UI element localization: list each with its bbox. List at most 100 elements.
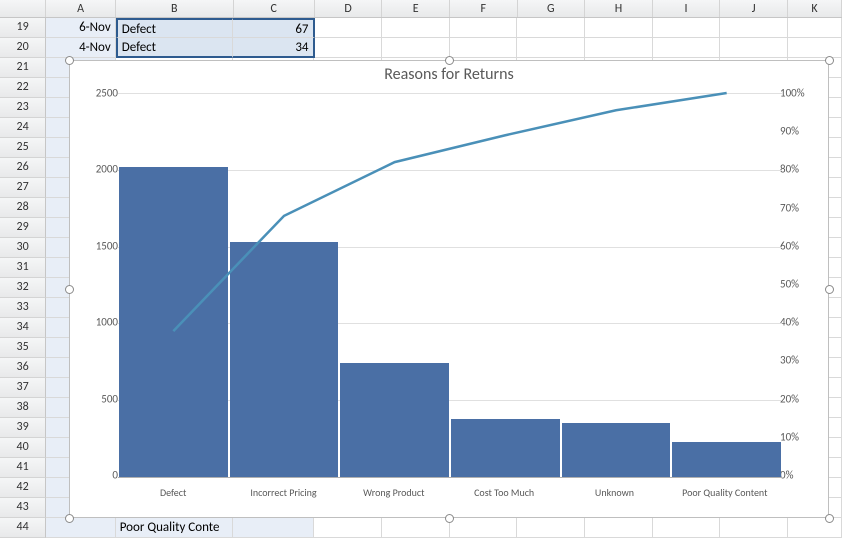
chart-resize-handle[interactable] bbox=[825, 285, 834, 294]
chart-title[interactable]: Reasons for Returns bbox=[70, 65, 828, 84]
row-header-21[interactable]: 21 bbox=[0, 58, 46, 78]
col-header-H[interactable]: H bbox=[585, 0, 653, 17]
plot-area bbox=[118, 93, 782, 477]
row-header-43[interactable]: 43 bbox=[0, 498, 46, 518]
col-header-D[interactable]: D bbox=[315, 0, 383, 17]
cell-E44[interactable] bbox=[382, 518, 450, 538]
x-label: Poor Quality Content bbox=[670, 486, 780, 499]
cell-D19[interactable] bbox=[315, 18, 383, 38]
cell-D20[interactable] bbox=[315, 38, 383, 58]
col-header-K[interactable]: K bbox=[788, 0, 842, 17]
cell-A44[interactable] bbox=[46, 518, 116, 538]
row-header-41[interactable]: 41 bbox=[0, 458, 46, 478]
row-header-19[interactable]: 19 bbox=[0, 18, 46, 38]
cell-A20[interactable]: 4-Nov bbox=[46, 38, 116, 58]
cell-I20[interactable] bbox=[653, 38, 721, 58]
y-right-tick: 90% bbox=[780, 125, 824, 138]
cell-E19[interactable] bbox=[382, 18, 450, 38]
cell-H20[interactable] bbox=[585, 38, 653, 58]
cell-C20[interactable]: 34 bbox=[233, 38, 314, 58]
chart-resize-handle[interactable] bbox=[65, 514, 74, 523]
cell-C44[interactable] bbox=[233, 518, 314, 538]
row-header-27[interactable]: 27 bbox=[0, 178, 46, 198]
cell-J44[interactable] bbox=[720, 518, 788, 538]
cell-H44[interactable] bbox=[585, 518, 653, 538]
chart-object[interactable]: Reasons for Returns 0 500 1000 1500 2000 2500… bbox=[69, 60, 829, 518]
y-left-tick: 1500 bbox=[74, 239, 118, 252]
cell-J19[interactable] bbox=[720, 18, 788, 38]
col-header-I[interactable]: I bbox=[653, 0, 721, 17]
y-right-tick: 10% bbox=[780, 430, 824, 443]
chart-resize-handle[interactable] bbox=[65, 285, 74, 294]
chart-resize-handle[interactable] bbox=[65, 56, 74, 65]
y-right-tick: 50% bbox=[780, 278, 824, 291]
cell-A19[interactable]: 6-Nov bbox=[46, 18, 116, 38]
row-header-42[interactable]: 42 bbox=[0, 478, 46, 498]
row-header-28[interactable]: 28 bbox=[0, 198, 46, 218]
y-right-tick: 40% bbox=[780, 316, 824, 329]
row-header-40[interactable]: 40 bbox=[0, 438, 46, 458]
y-left-tick: 1000 bbox=[74, 316, 118, 329]
row-header-24[interactable]: 24 bbox=[0, 118, 46, 138]
chart-resize-handle[interactable] bbox=[445, 56, 454, 65]
y-right-tick: 60% bbox=[780, 239, 824, 252]
row-header-38[interactable]: 38 bbox=[0, 398, 46, 418]
cell-J20[interactable] bbox=[720, 38, 788, 58]
row-header-39[interactable]: 39 bbox=[0, 418, 46, 438]
row-header-31[interactable]: 31 bbox=[0, 258, 46, 278]
cell-K19[interactable] bbox=[788, 18, 842, 38]
cell-K20[interactable] bbox=[788, 38, 842, 58]
row-header-26[interactable]: 26 bbox=[0, 158, 46, 178]
y-axis-right: 0%10%20%30%40%50%60%70%80%90%100% bbox=[780, 93, 824, 475]
pareto-line bbox=[118, 93, 782, 477]
cell-B20[interactable]: Defect bbox=[116, 38, 234, 58]
x-label: Incorrect Pricing bbox=[228, 486, 338, 499]
col-header-A[interactable]: A bbox=[46, 0, 116, 17]
row-header-30[interactable]: 30 bbox=[0, 238, 46, 258]
col-header-F[interactable]: F bbox=[450, 0, 518, 17]
row-header-29[interactable]: 29 bbox=[0, 218, 46, 238]
col-header-C[interactable]: C bbox=[234, 0, 315, 17]
row-header-25[interactable]: 25 bbox=[0, 138, 46, 158]
row-header-34[interactable]: 34 bbox=[0, 318, 46, 338]
col-header-G[interactable]: G bbox=[518, 0, 586, 17]
col-header-J[interactable]: J bbox=[720, 0, 788, 17]
chart-resize-handle[interactable] bbox=[825, 56, 834, 65]
y-left-tick: 500 bbox=[74, 392, 118, 405]
cell-D44[interactable] bbox=[314, 518, 382, 538]
col-header-E[interactable]: E bbox=[382, 0, 450, 17]
cell-F20[interactable] bbox=[450, 38, 518, 58]
row-header-44[interactable]: 44 bbox=[0, 518, 46, 538]
cell-G19[interactable] bbox=[517, 18, 585, 38]
y-axis-left: 05001000150020002500 bbox=[74, 93, 118, 475]
row-header-23[interactable]: 23 bbox=[0, 98, 46, 118]
cell-I19[interactable] bbox=[653, 18, 721, 38]
col-header-B[interactable]: B bbox=[116, 0, 234, 17]
cell-F19[interactable] bbox=[450, 18, 518, 38]
cell-G20[interactable] bbox=[517, 38, 585, 58]
cell-G44[interactable] bbox=[517, 518, 585, 538]
y-right-tick: 20% bbox=[780, 392, 824, 405]
cell-I44[interactable] bbox=[653, 518, 721, 538]
y-left-tick: 0 bbox=[74, 469, 118, 482]
row-header-35[interactable]: 35 bbox=[0, 338, 46, 358]
cell-B19[interactable]: Defect bbox=[116, 18, 234, 38]
cell-B44[interactable]: Poor Quality Conte bbox=[116, 518, 234, 538]
chart-resize-handle[interactable] bbox=[825, 514, 834, 523]
cell-C19[interactable]: 67 bbox=[233, 18, 314, 38]
row-header-33[interactable]: 33 bbox=[0, 298, 46, 318]
cell-E20[interactable] bbox=[382, 38, 450, 58]
cell-H19[interactable] bbox=[585, 18, 653, 38]
pareto-line-path[interactable] bbox=[173, 93, 726, 331]
x-axis-labels: DefectIncorrect PricingWrong ProductCost… bbox=[118, 486, 780, 499]
chart-resize-handle[interactable] bbox=[445, 514, 454, 523]
row-header-37[interactable]: 37 bbox=[0, 378, 46, 398]
row-header-20[interactable]: 20 bbox=[0, 38, 46, 58]
row-header-32[interactable]: 32 bbox=[0, 278, 46, 298]
y-left-tick: 2500 bbox=[74, 87, 118, 100]
row-header-36[interactable]: 36 bbox=[0, 358, 46, 378]
y-left-tick: 2000 bbox=[74, 163, 118, 176]
row-header-22[interactable]: 22 bbox=[0, 78, 46, 98]
cell-F44[interactable] bbox=[450, 518, 518, 538]
cell-K44[interactable] bbox=[788, 518, 842, 538]
